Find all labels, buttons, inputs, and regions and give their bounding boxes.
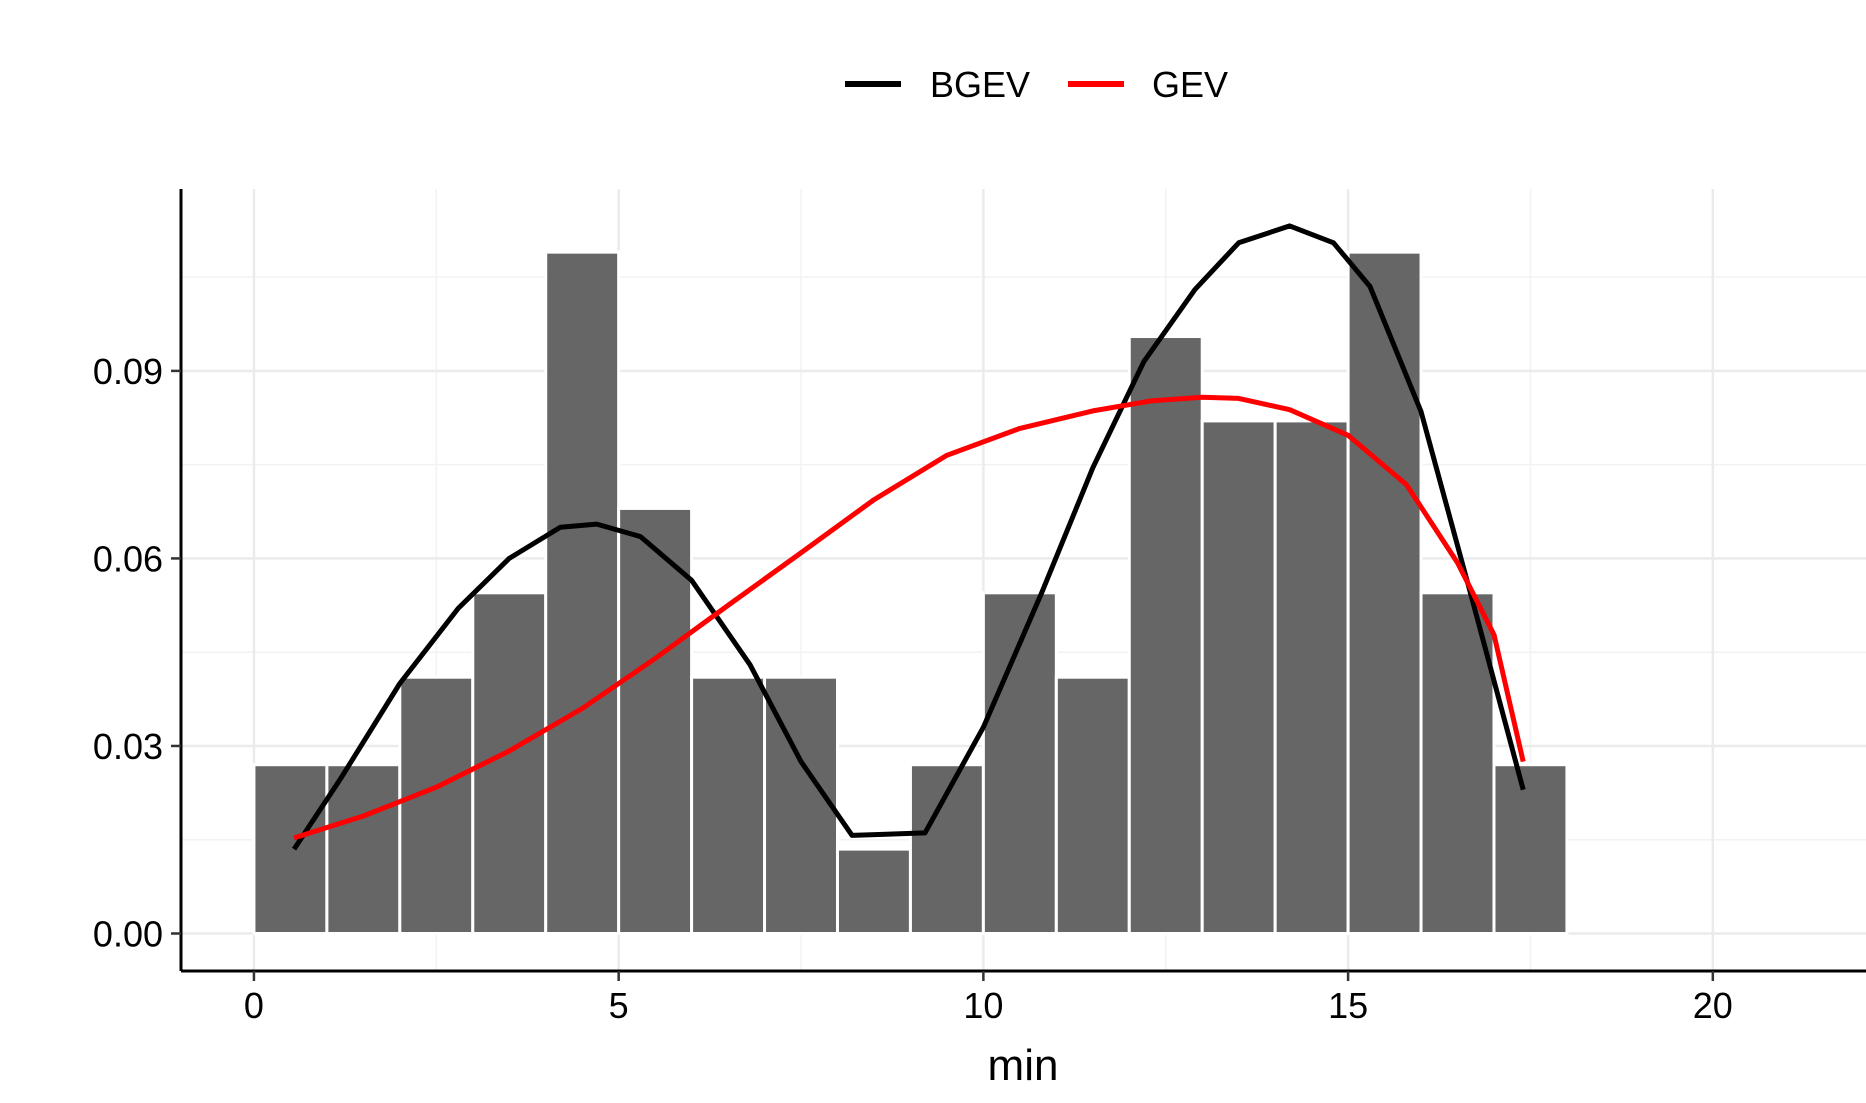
y-tick-label: 0.09 [93, 351, 163, 392]
histogram-bar [1419, 591, 1496, 935]
histogram-bar [398, 675, 475, 935]
series-line-gev [293, 394, 1526, 841]
histogram-bar [617, 506, 694, 935]
y-tick-label: 0.03 [93, 726, 163, 767]
x-tick-label: 20 [1693, 985, 1733, 1026]
histogram-bar [1054, 675, 1131, 935]
histogram-bar [325, 763, 402, 935]
histogram-bar [1492, 763, 1569, 935]
x-tick-label: 10 [963, 985, 1003, 1026]
histogram-bar [1127, 335, 1204, 935]
histogram-bar [544, 250, 621, 935]
x-tick-label: 0 [244, 985, 264, 1026]
histogram-bar [252, 763, 329, 935]
histogram-bar [1346, 250, 1423, 935]
legend-label-bgev: BGEV [930, 64, 1030, 105]
histogram-bar [835, 847, 912, 935]
x-tick-label: 15 [1328, 985, 1368, 1026]
series-line-bgev [292, 223, 1526, 851]
x-axis-title: min [988, 1041, 1059, 1090]
x-tick-label: 5 [609, 985, 629, 1026]
histogram-bar [1200, 419, 1277, 935]
legend-label-gev: GEV [1152, 64, 1228, 105]
y-tick-label: 0.00 [93, 913, 163, 954]
histogram-bar [1273, 419, 1350, 935]
histogram-bar [690, 675, 767, 935]
y-tick-label: 0.06 [93, 538, 163, 579]
